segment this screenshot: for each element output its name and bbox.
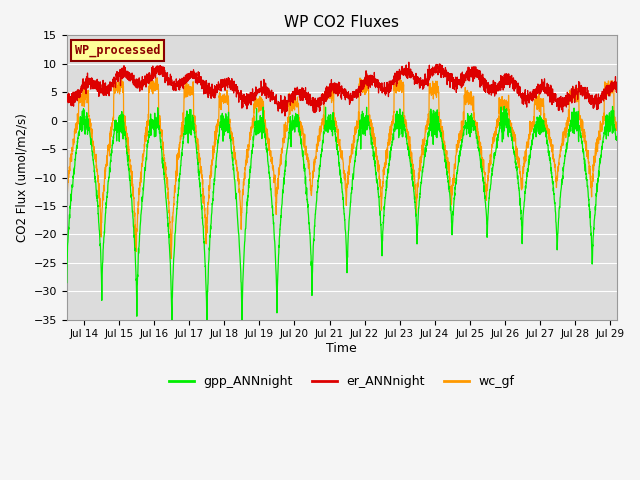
X-axis label: Time: Time [326, 342, 357, 355]
Y-axis label: CO2 Flux (umol/m2/s): CO2 Flux (umol/m2/s) [15, 113, 28, 242]
Legend: gpp_ANNnight, er_ANNnight, wc_gf: gpp_ANNnight, er_ANNnight, wc_gf [164, 370, 520, 393]
Text: WP_processed: WP_processed [75, 44, 161, 57]
Title: WP CO2 Fluxes: WP CO2 Fluxes [284, 15, 399, 30]
